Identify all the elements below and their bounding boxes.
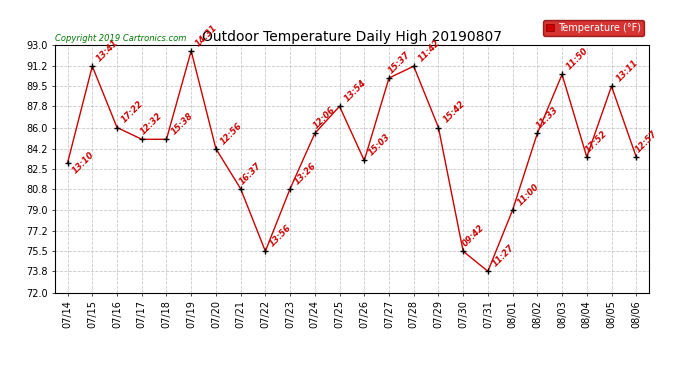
Text: 12:06: 12:06 xyxy=(312,105,337,130)
Text: 13:41: 13:41 xyxy=(95,38,121,63)
Legend: Temperature (°F): Temperature (°F) xyxy=(543,20,644,36)
Text: 13:56: 13:56 xyxy=(268,223,293,249)
Text: 11:27: 11:27 xyxy=(491,243,516,268)
Text: 09:42: 09:42 xyxy=(460,223,486,249)
Text: 13:26: 13:26 xyxy=(293,160,318,186)
Text: 13:54: 13:54 xyxy=(342,78,368,104)
Text: 11:33: 11:33 xyxy=(535,105,560,130)
Text: 11:50: 11:50 xyxy=(565,46,590,72)
Text: 15:42: 15:42 xyxy=(441,99,466,125)
Text: 17:52: 17:52 xyxy=(584,129,609,154)
Title: Outdoor Temperature Daily High 20190807: Outdoor Temperature Daily High 20190807 xyxy=(202,30,502,44)
Text: 15:03: 15:03 xyxy=(367,132,393,158)
Text: 13:10: 13:10 xyxy=(70,150,96,176)
Text: 11:42: 11:42 xyxy=(417,38,442,63)
Text: 17:22: 17:22 xyxy=(120,99,145,125)
Text: 15:38: 15:38 xyxy=(169,111,195,136)
Text: 15:37: 15:37 xyxy=(386,50,411,75)
Text: 14:31: 14:31 xyxy=(194,23,219,48)
Text: 12:57: 12:57 xyxy=(633,129,659,154)
Text: 12:32: 12:32 xyxy=(139,111,164,136)
Text: Copyright 2019 Cartronics.com: Copyright 2019 Cartronics.com xyxy=(55,33,186,42)
Text: 13:11: 13:11 xyxy=(614,58,640,84)
Text: 12:56: 12:56 xyxy=(219,121,244,146)
Text: 16:37: 16:37 xyxy=(238,160,263,186)
Text: 11:00: 11:00 xyxy=(515,182,541,207)
